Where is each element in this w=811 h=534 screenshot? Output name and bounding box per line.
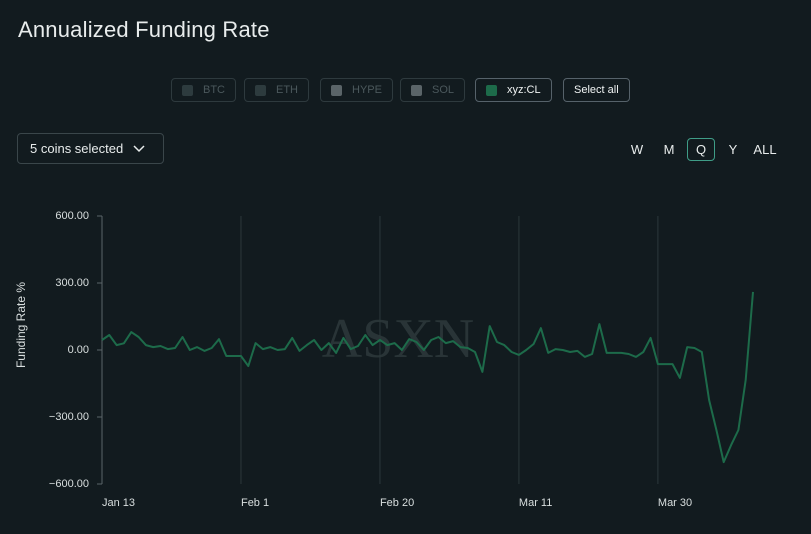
range-button[interactable]: M <box>663 142 675 157</box>
dropdown-label: 5 coins selected <box>30 141 124 156</box>
swatch <box>331 84 342 96</box>
chevron <box>133 144 145 152</box>
range-button[interactable]: W <box>630 142 644 157</box>
y-tick-label: 600.00 <box>55 210 89 222</box>
coin-label: SOL <box>432 84 455 96</box>
series-line <box>101 291 754 464</box>
swatch <box>411 84 422 96</box>
x-tick-label: Mar 30 <box>658 497 692 509</box>
range-button[interactable]: Q <box>687 138 715 161</box>
coin-toggle[interactable]: ETH <box>244 78 309 102</box>
range-button[interactable]: ALL <box>753 142 777 157</box>
swatch <box>255 84 266 96</box>
x-tick-label: Jan 13 <box>102 497 135 509</box>
y-tick-label: −600.00 <box>49 478 89 490</box>
legend-toggle[interactable]: xyz:CL <box>475 78 552 102</box>
y-tick-label: 0.00 <box>68 344 89 356</box>
coin-toggle[interactable]: BTC <box>171 78 236 102</box>
legend-label: xyz:CL <box>507 84 541 96</box>
y-axis-title: Funding Rate % <box>14 282 28 368</box>
legend-swatch <box>486 84 497 96</box>
range-button[interactable]: Y <box>728 142 738 157</box>
y-tick-label: −300.00 <box>49 411 89 423</box>
coin-label: BTC <box>203 84 225 96</box>
coin-toggle[interactable]: HYPE <box>320 78 393 102</box>
x-tick-label: Feb 1 <box>241 497 269 509</box>
select-all-button[interactable]: Select all <box>563 78 630 102</box>
button-label: Select all <box>574 84 619 96</box>
coin-toggle[interactable]: SOL <box>400 78 466 102</box>
chart-title: Annualized Funding Rate <box>18 17 270 42</box>
watermark: ASXN <box>322 308 474 370</box>
coin-label: ETH <box>276 84 298 96</box>
swatch <box>182 84 193 96</box>
coin-dropdown[interactable]: 5 coins selected <box>17 133 164 164</box>
x-tick-label: Feb 20 <box>380 497 414 509</box>
coin-label: HYPE <box>352 84 382 96</box>
x-tick-label: Mar 11 <box>519 497 552 509</box>
y-tick-label: 300.00 <box>55 277 89 289</box>
